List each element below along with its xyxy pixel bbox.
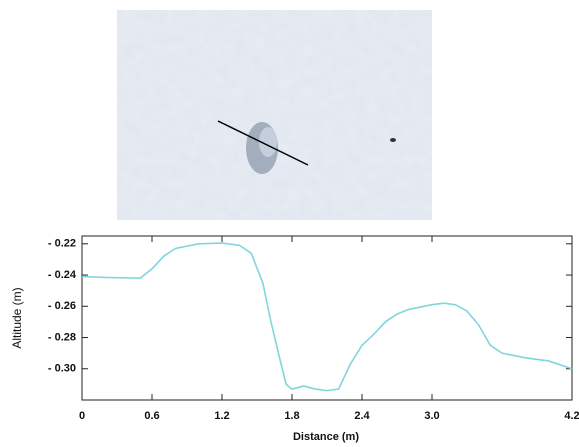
x-tick-label: 1.8 [284, 410, 299, 422]
y-tick-label: - 0.30 [48, 363, 76, 375]
y-tick-label: - 0.22 [48, 238, 76, 250]
y-axis-label: Altitude (m) [10, 287, 24, 348]
x-tick-label: 3.0 [424, 410, 439, 422]
x-tick-label: 1.2 [214, 410, 229, 422]
x-tick-label: 0 [79, 410, 85, 422]
surface-photo [117, 10, 432, 220]
x-axis-label: Distance (m) [293, 431, 359, 443]
y-tick-label: - 0.24 [48, 269, 77, 281]
x-tick-label: 4.2 [564, 410, 579, 422]
data-line [81, 242, 573, 392]
x-tick-label: 2.4 [354, 410, 370, 422]
y-tick-label: - 0.26 [48, 300, 76, 312]
plot-frame [81, 235, 573, 401]
y-tick-label: - 0.28 [48, 331, 76, 343]
x-tick-label: 0.6 [144, 410, 159, 422]
